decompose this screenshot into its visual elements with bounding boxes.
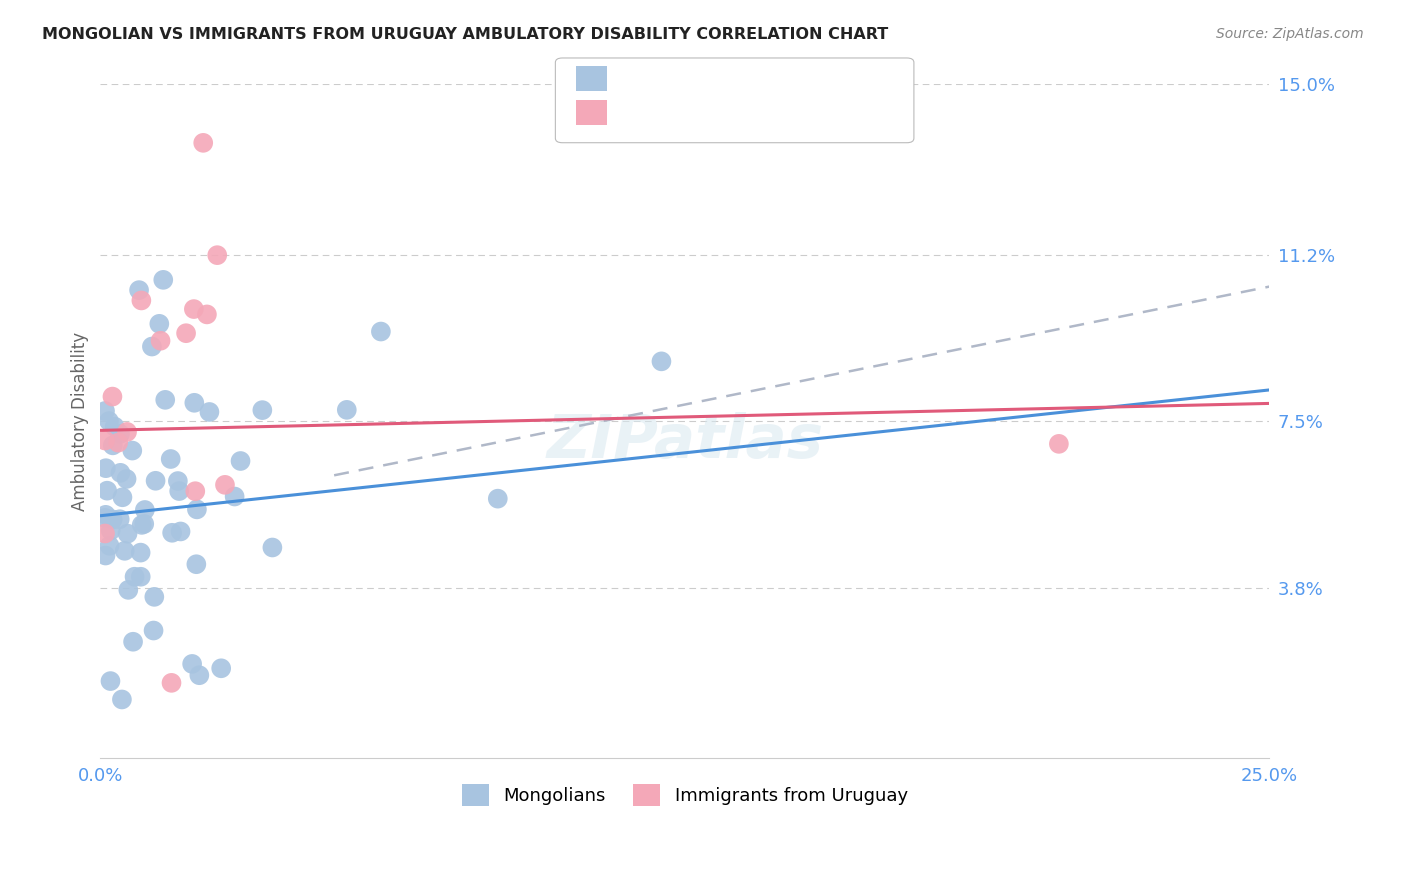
Point bbox=[650, 354, 672, 368]
Text: 0.088: 0.088 bbox=[661, 103, 711, 121]
Point bbox=[94, 511, 117, 525]
Point bbox=[370, 325, 392, 339]
Point bbox=[214, 478, 236, 492]
Point bbox=[96, 483, 118, 498]
Text: 0.123: 0.123 bbox=[661, 70, 713, 87]
Point bbox=[148, 317, 170, 331]
Point bbox=[252, 403, 274, 417]
Point bbox=[183, 396, 205, 410]
Point bbox=[198, 405, 221, 419]
Point bbox=[107, 435, 129, 450]
Point bbox=[108, 512, 131, 526]
Point bbox=[94, 508, 117, 522]
Point bbox=[207, 248, 229, 262]
Point bbox=[186, 558, 208, 572]
Point bbox=[94, 526, 117, 541]
Point bbox=[117, 526, 139, 541]
Point bbox=[108, 426, 131, 441]
Point bbox=[142, 624, 165, 638]
Point bbox=[224, 490, 246, 504]
Point bbox=[149, 334, 172, 348]
Text: MONGOLIAN VS IMMIGRANTS FROM URUGUAY AMBULATORY DISABILITY CORRELATION CHART: MONGOLIAN VS IMMIGRANTS FROM URUGUAY AMB… bbox=[42, 27, 889, 42]
Point bbox=[155, 392, 177, 407]
Point bbox=[101, 512, 124, 526]
Text: 58: 58 bbox=[787, 70, 810, 87]
Point bbox=[94, 461, 117, 475]
Point bbox=[134, 516, 156, 531]
Point bbox=[183, 301, 205, 316]
Point bbox=[167, 484, 190, 499]
Point bbox=[131, 517, 153, 532]
Point bbox=[122, 634, 145, 648]
Point bbox=[486, 491, 509, 506]
Point bbox=[229, 454, 252, 468]
Point bbox=[336, 402, 359, 417]
Point bbox=[181, 657, 204, 671]
Point bbox=[104, 419, 127, 434]
Point bbox=[129, 570, 152, 584]
Text: Source: ZipAtlas.com: Source: ZipAtlas.com bbox=[1216, 27, 1364, 41]
Point bbox=[184, 484, 207, 499]
Point bbox=[110, 466, 132, 480]
Point bbox=[115, 472, 138, 486]
Point bbox=[98, 539, 121, 553]
Point bbox=[145, 474, 167, 488]
Text: R =: R = bbox=[621, 70, 661, 87]
Point bbox=[195, 307, 218, 321]
Point bbox=[152, 273, 174, 287]
Point bbox=[124, 570, 146, 584]
Point bbox=[188, 668, 211, 682]
Point bbox=[94, 549, 117, 563]
Point bbox=[193, 136, 215, 150]
Point bbox=[128, 283, 150, 297]
Point bbox=[129, 546, 152, 560]
Point bbox=[115, 425, 138, 439]
Point bbox=[111, 692, 134, 706]
Point bbox=[160, 525, 183, 540]
Point bbox=[121, 443, 143, 458]
Point bbox=[169, 524, 191, 539]
Point bbox=[111, 490, 134, 504]
Point bbox=[97, 414, 120, 428]
Point bbox=[143, 590, 166, 604]
Text: 16: 16 bbox=[787, 103, 810, 121]
Point bbox=[186, 502, 208, 516]
Point bbox=[160, 676, 183, 690]
Point bbox=[167, 474, 190, 488]
Y-axis label: Ambulatory Disability: Ambulatory Disability bbox=[72, 332, 89, 511]
Text: R =: R = bbox=[621, 103, 661, 121]
Legend: Mongolians, Immigrants from Uruguay: Mongolians, Immigrants from Uruguay bbox=[454, 777, 915, 814]
Text: N =: N = bbox=[727, 103, 779, 121]
Point bbox=[94, 434, 117, 448]
Point bbox=[209, 661, 232, 675]
Point bbox=[141, 339, 163, 353]
Text: ZIPatlas: ZIPatlas bbox=[547, 412, 824, 471]
Point bbox=[100, 674, 122, 689]
Point bbox=[1047, 437, 1070, 451]
Point bbox=[94, 404, 117, 418]
Point bbox=[262, 541, 284, 555]
Point bbox=[159, 452, 181, 467]
Point bbox=[117, 582, 139, 597]
Point bbox=[131, 293, 153, 308]
Point bbox=[134, 503, 156, 517]
Text: N =: N = bbox=[727, 70, 779, 87]
Point bbox=[114, 544, 136, 558]
Point bbox=[101, 390, 124, 404]
Point bbox=[174, 326, 197, 341]
Point bbox=[101, 438, 124, 452]
Point bbox=[100, 524, 122, 538]
